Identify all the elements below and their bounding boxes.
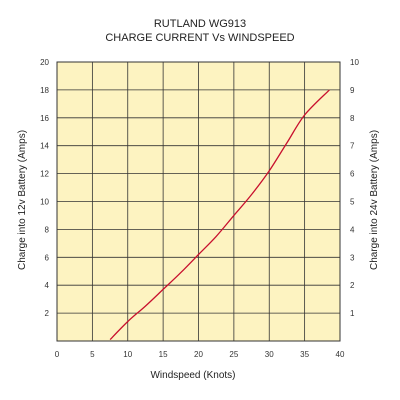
y-tick-label-6: 14 [40,142,49,151]
y-axis-ticks: 2 4 6 8 10 12 14 16 18 20 [40,58,49,318]
y2-axis-label: Charge into 24v Battery (Amps) [369,130,380,270]
y2-tick-label-9: 10 [350,58,359,67]
y2-tick-label-4: 5 [350,198,355,207]
y-tick-label-9: 20 [40,58,49,67]
y2-tick-label-0: 1 [350,309,355,318]
y-tick-label-7: 16 [40,114,49,123]
y-tick-label-5: 12 [40,170,49,179]
x-tick-label-4: 20 [194,350,203,359]
y2-tick-label-6: 7 [350,142,355,151]
x-tick-label-5: 25 [229,350,238,359]
y-tick-label-1: 4 [45,281,50,290]
x-axis-ticks: 0 5 10 15 20 25 30 35 40 [55,350,345,359]
chart-subtitle: CHARGE CURRENT Vs WINDSPEED [105,32,294,44]
y2-axis-ticks: 1 2 3 4 5 6 7 8 9 10 [350,58,359,318]
y-tick-label-0: 2 [45,309,50,318]
y2-tick-label-8: 9 [350,86,355,95]
x-tick-label-2: 10 [123,350,132,359]
y2-tick-label-1: 2 [350,281,355,290]
y-axis-label: Charge into 12v Battery (Amps) [17,130,28,270]
chart-title: RUTLAND WG913 [154,18,246,30]
y-tick-label-2: 6 [45,253,50,262]
y2-tick-label-3: 4 [350,225,355,234]
x-tick-label-6: 30 [265,350,274,359]
plot-frame [56,61,341,342]
series-line-0 [109,89,330,341]
y-tick-label-8: 18 [40,86,49,95]
x-tick-label-3: 15 [159,350,168,359]
y2-tick-label-7: 8 [350,114,355,123]
x-axis-label: Windspeed (Knots) [150,370,235,381]
x-tick-label-7: 35 [300,350,309,359]
y-tick-label-4: 10 [40,198,49,207]
series-group [109,89,330,341]
x-tick-label-8: 40 [336,350,345,359]
y2-tick-label-5: 6 [350,170,355,179]
x-tick-label-0: 0 [55,350,60,359]
y2-tick-label-2: 3 [350,253,355,262]
x-tick-label-1: 5 [90,350,95,359]
y-tick-label-3: 8 [45,225,50,234]
